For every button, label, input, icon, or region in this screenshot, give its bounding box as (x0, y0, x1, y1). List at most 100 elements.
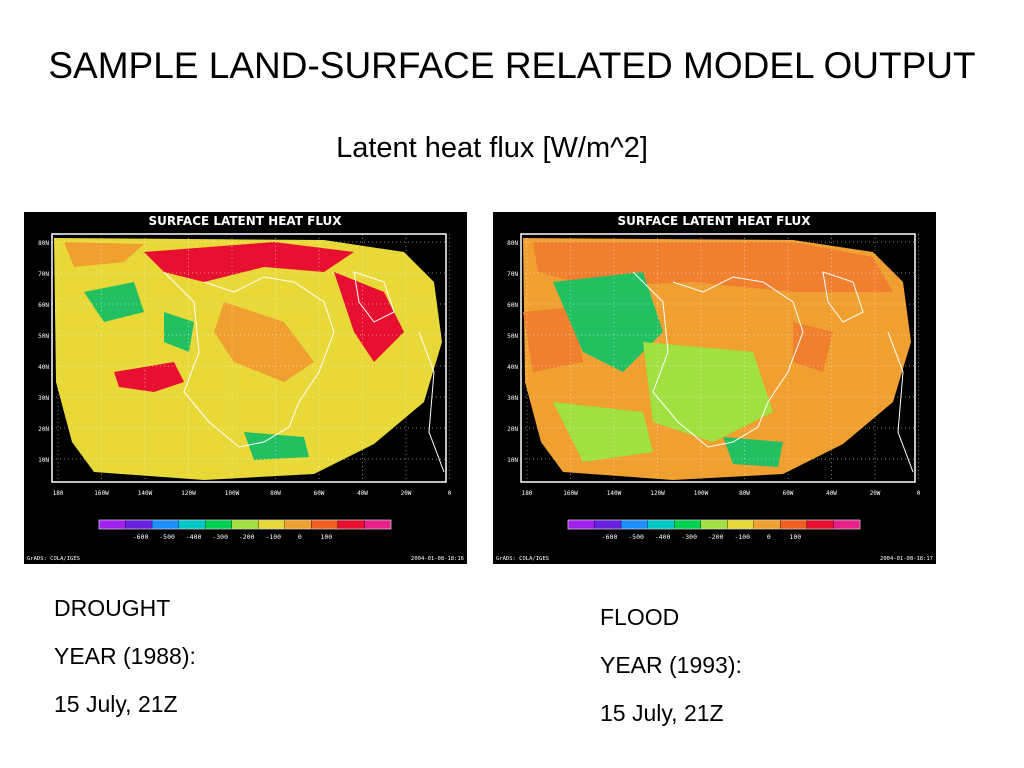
drought-caption: DROUGHT YEAR (1988): 15 July, 21Z (54, 596, 196, 740)
colorbar-swatch (567, 519, 595, 530)
colorbar-swatch (125, 519, 153, 530)
lat-tick-label: 70N (38, 271, 49, 278)
greenland-coastline (822, 271, 864, 323)
flood-map-panel: SURFACE LATENT HEAT FLUX 80N 70N 60N 50N 40N 3… (493, 212, 936, 564)
colorbar-label: -300 (681, 533, 697, 541)
colorbar-label: -600 (602, 533, 618, 541)
lon-tick-label: 60W (783, 490, 794, 497)
lat-tick-label: 20N (38, 426, 49, 433)
flux-patch (793, 322, 833, 372)
colorbar-label: 100 (789, 533, 801, 541)
colorbar-swatch (647, 519, 675, 530)
map-svg: SURFACE LATENT HEAT FLUX 80N 70N 60N 50N 40N 3… (27, 214, 464, 562)
colorbar-swatch (151, 519, 179, 530)
flood-caption: FLOOD YEAR (1993): 15 July, 21Z (600, 605, 742, 749)
lat-tick-label: 50N (507, 333, 518, 340)
map-svg: SURFACE LATENT HEAT FLUX 80N 70N 60N 50N 40N 3… (496, 214, 933, 562)
colorbar-swatch (178, 519, 206, 530)
slide-subtitle: Latent heat flux [W/m^2] (336, 132, 648, 164)
coastline (163, 271, 335, 448)
colorbar-swatch (205, 519, 232, 530)
colorbar-label: 0 (298, 533, 302, 541)
lon-tick-label: 120W (181, 490, 196, 497)
footer-source: GrADS: COLA/IGES (27, 556, 80, 562)
colorbar-label: 100 (320, 533, 332, 541)
lat-tick-label: 10N (507, 457, 518, 464)
plot-frame (51, 233, 447, 483)
footer-timestamp: 2004-01-08-18:17 (880, 556, 933, 562)
lon-tick-label: 20W (870, 490, 881, 497)
slide-title: SAMPLE LAND-SURFACE RELATED MODEL OUTPUT (48, 45, 976, 86)
lon-tick-label: 80W (270, 490, 281, 497)
colorbar-swatch (284, 519, 312, 530)
lat-tick-label: 80N (507, 240, 518, 247)
lat-tick-label: 60N (38, 302, 49, 309)
colorbar-swatch (98, 519, 126, 530)
colorbar-swatch (337, 519, 365, 530)
colorbar-label: -200 (708, 533, 724, 541)
colorbar-label: -200 (239, 533, 255, 541)
map-title: SURFACE LATENT HEAT FLUX (148, 214, 342, 228)
caption-line: 15 July, 21Z (54, 691, 178, 717)
flux-patch (553, 272, 663, 372)
lat-tick-label: 60N (507, 302, 518, 309)
lat-tick-label: 70N (507, 271, 518, 278)
colorbar-label: -400 (655, 533, 671, 541)
flux-patch (144, 242, 354, 282)
colorbar-label: -100 (734, 533, 750, 541)
lon-tick-label: 180 (522, 490, 533, 497)
lon-tick-label: 80W (739, 490, 750, 497)
africa-europe-coastline (418, 331, 445, 473)
lon-tick-label: 0 (917, 490, 921, 497)
lon-tick-label: 100W (225, 490, 240, 497)
colorbar-label: -300 (212, 533, 228, 541)
colorbar-swatch (231, 519, 259, 530)
colorbar-swatch (780, 519, 808, 530)
colorbar-label: -400 (186, 533, 202, 541)
colorbar-swatch (620, 519, 648, 530)
lat-tick-label: 40N (38, 364, 49, 371)
lon-tick-label: 140W (138, 490, 153, 497)
lon-tick-label: 20W (401, 490, 412, 497)
flux-patch (553, 402, 653, 462)
colorbar-swatch (806, 519, 834, 530)
colorbar-label: -500 (628, 533, 644, 541)
lat-tick-label: 30N (507, 395, 518, 402)
colorbar-swatch (311, 519, 339, 530)
greenland-coastline (353, 271, 395, 323)
colorbar-swatch (833, 519, 861, 530)
lat-tick-label: 30N (38, 395, 49, 402)
lon-tick-label: 100W (694, 490, 709, 497)
lon-tick-label: 60W (314, 490, 325, 497)
lon-tick-label: 180 (53, 490, 64, 497)
flux-patch (64, 242, 144, 267)
lat-tick-label: 50N (38, 333, 49, 340)
colorbar-label: 0 (767, 533, 771, 541)
lon-tick-label: 40W (357, 490, 368, 497)
caption-line: FLOOD (600, 604, 680, 630)
lat-tick-label: 80N (38, 240, 49, 247)
lat-tick-label: 20N (507, 426, 518, 433)
colorbar-swatch (700, 519, 728, 530)
flux-patch (84, 282, 144, 322)
colorbar-frame (567, 519, 861, 530)
colorbar-swatch (674, 519, 701, 530)
colorbar-swatch (727, 519, 754, 530)
colorbar-label: -500 (159, 533, 175, 541)
lat-tick-label: 40N (507, 364, 518, 371)
flux-patch (164, 312, 194, 352)
colorbar-label: -600 (133, 533, 149, 541)
caption-line: YEAR (1993): (600, 652, 742, 678)
africa-europe-coastline (887, 331, 914, 473)
footer-timestamp: 2004-01-08-18:16 (411, 556, 464, 562)
flux-patch (723, 437, 783, 467)
plot-frame (520, 233, 916, 483)
map-title: SURFACE LATENT HEAT FLUX (617, 214, 811, 228)
caption-line: 15 July, 21Z (600, 700, 724, 726)
lat-tick-label: 10N (38, 457, 49, 464)
lon-tick-label: 120W (650, 490, 665, 497)
lon-tick-label: 160W (94, 490, 109, 497)
coastline (632, 271, 804, 448)
colorbar-swatch (594, 519, 622, 530)
footer-source: GrADS: COLA/IGES (496, 556, 549, 562)
